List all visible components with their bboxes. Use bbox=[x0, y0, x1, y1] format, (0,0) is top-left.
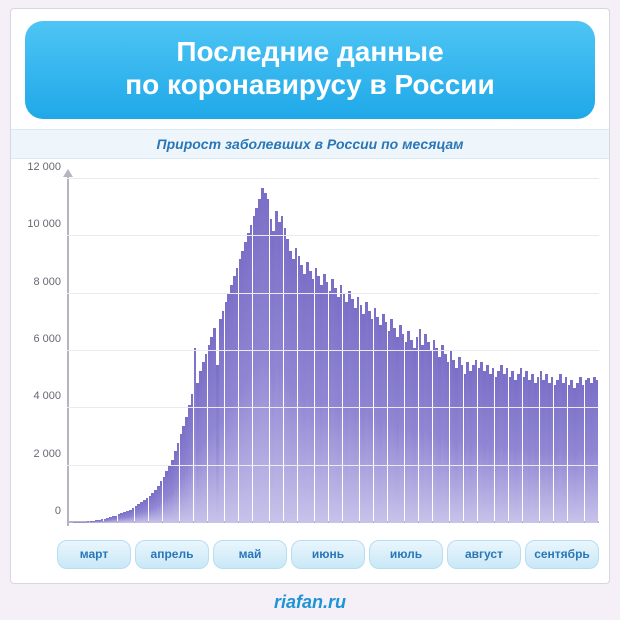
grid-line bbox=[67, 235, 599, 236]
y-tick-label: 2 000 bbox=[33, 448, 61, 460]
month-pill: март bbox=[57, 540, 131, 569]
month-pill: сентябрь bbox=[525, 540, 599, 569]
month-pill: июль bbox=[369, 540, 443, 569]
grid-line bbox=[67, 465, 599, 466]
y-tick-label: 10 000 bbox=[27, 218, 61, 230]
month-pill: апрель bbox=[135, 540, 209, 569]
chart-subtitle: Прирост заболевших в России по месяцам bbox=[11, 129, 609, 159]
data-bar bbox=[596, 380, 599, 523]
title-line-1: Последние данные bbox=[35, 35, 585, 68]
month-pill: август bbox=[447, 540, 521, 569]
grid-line bbox=[67, 350, 599, 351]
grid-line bbox=[67, 293, 599, 294]
y-tick-label: 4 000 bbox=[33, 390, 61, 402]
month-pill: июнь bbox=[291, 540, 365, 569]
bars-container bbox=[67, 179, 599, 523]
title-line-2: по коронавирусу в России bbox=[35, 68, 585, 101]
y-tick-label: 0 bbox=[55, 505, 61, 517]
y-tick-label: 8 000 bbox=[33, 276, 61, 288]
infographic-card: Последние данные по коронавирусу в Росси… bbox=[10, 8, 610, 584]
chart-plot-area: 02 0004 0006 0008 00010 00012 000 bbox=[67, 179, 599, 523]
title-banner: Последние данные по коронавирусу в Росси… bbox=[25, 21, 595, 119]
grid-line bbox=[67, 407, 599, 408]
grid-line bbox=[67, 178, 599, 179]
month-pills-row: мартапрельмайиюньиюльавгустсентябрь bbox=[57, 540, 599, 569]
y-tick-label: 12 000 bbox=[27, 161, 61, 173]
source-footer: riafan.ru bbox=[0, 584, 620, 620]
month-pill: май bbox=[213, 540, 287, 569]
y-tick-label: 6 000 bbox=[33, 333, 61, 345]
